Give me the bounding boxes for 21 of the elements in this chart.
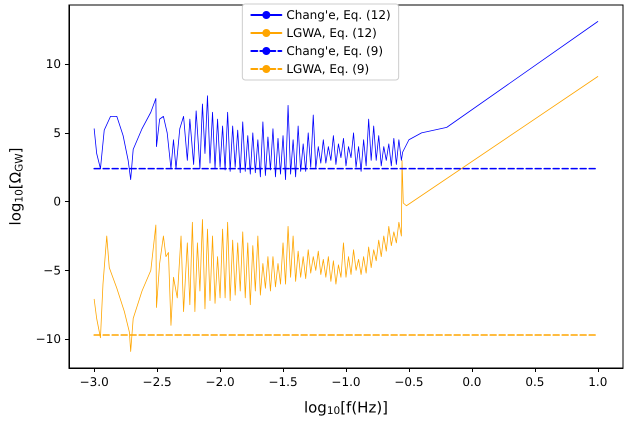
- y-tick-label: −10: [36, 332, 61, 346]
- x-tick-label: −3.0: [80, 375, 109, 389]
- legend-label: Chang'e, Eq. (12): [286, 8, 391, 22]
- x-tick-label: −0.5: [394, 375, 424, 389]
- legend-label: Chang'e, Eq. (9): [286, 44, 384, 58]
- y-tick-label: 10: [46, 57, 61, 72]
- x-tick-label: −2.0: [206, 375, 235, 389]
- y-tick-label: −5: [43, 263, 61, 278]
- x-tick-label: 0.0: [462, 375, 482, 389]
- line-series: [94, 21, 598, 180]
- legend-label: LGWA, Eq. (9): [286, 62, 370, 76]
- x-tick-label: −1.5: [268, 375, 298, 389]
- line-series: [94, 76, 598, 352]
- x-tick-label: 1.0: [588, 375, 608, 389]
- x-tick-label: −2.5: [142, 375, 172, 389]
- legend-label: LGWA, Eq. (12): [286, 26, 377, 40]
- y-axis-title: log10[ΩGW]: [6, 148, 26, 226]
- y-tick-label: 5: [53, 126, 61, 140]
- x-tick-label: 0.5: [525, 375, 544, 389]
- y-tick-label: 0: [53, 194, 61, 209]
- x-tick-label: −1.0: [331, 375, 361, 389]
